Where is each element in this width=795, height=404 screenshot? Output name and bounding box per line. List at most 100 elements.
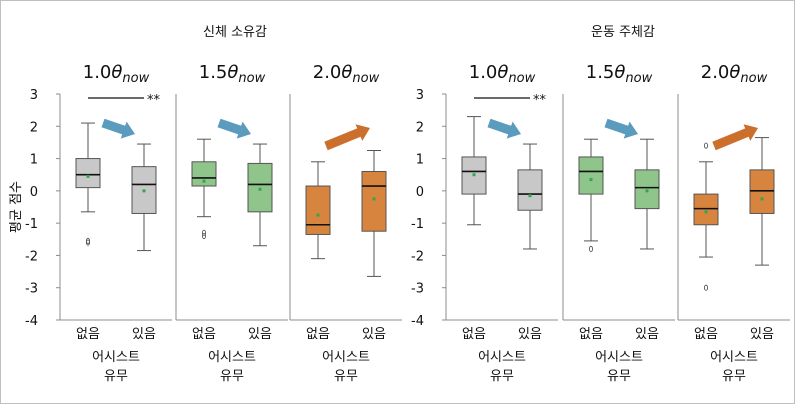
x-axis-label-line1: 어시스트 [478,350,526,365]
iqr-box [461,156,487,195]
x-tick-label: 있음 [635,327,659,342]
y-tick-label: -4 [411,314,424,329]
y-tick-label: 1 [30,153,38,168]
panel-label-value: 1.0 [83,62,112,83]
panel-label-value: 1.0 [469,62,498,83]
panel-label-subscript: now [238,71,265,86]
panel-label: 1.0θnow [83,62,150,86]
x-axis-label-line2: 유무 [220,369,244,384]
panel-label-theta: θ [497,62,508,83]
y-tick-label: -3 [411,282,424,297]
trend-arrow [604,118,638,139]
iqr-box [75,158,101,189]
iqr-box [517,169,543,211]
trend-arrow [712,124,758,151]
significance-label: ** [533,93,547,108]
y-axis-label: 평균 점수 [9,181,24,233]
panel-label-value: 2.0 [313,62,342,83]
arrow-shape [324,124,370,151]
mean-marker [372,197,376,201]
significance-label: ** [147,93,161,108]
y-tick-label: 1 [416,153,424,168]
outlier-point [703,284,709,291]
arrow-shape [604,118,638,139]
box-없음 [305,161,331,260]
outlier-point [703,142,709,149]
box-있음 [247,143,273,247]
box-없음 [191,138,217,240]
x-axis-label-line2: 유무 [722,369,746,384]
outlier-point [588,245,594,253]
x-tick-label: 없음 [192,327,216,342]
x-axis-label-line1: 어시스트 [322,350,370,365]
panel-label-subscript: now [740,71,767,86]
x-tick-label: 있음 [248,327,272,342]
trend-arrow [324,124,370,151]
y-tick-label: -2 [411,249,424,264]
y-tick-label: 2 [416,120,424,135]
y-tick-label: 3 [30,88,38,103]
x-tick-label: 없음 [306,327,330,342]
y-tick-label: 3 [416,88,424,103]
mean-marker [528,194,532,198]
mean-marker [202,179,206,183]
y-tick-label: 0 [416,185,424,200]
mean-marker [86,174,90,178]
panel-label-subscript: now [625,71,652,86]
panel-label-theta: θ [227,62,238,83]
x-tick-label: 없음 [76,327,100,342]
x-axis-label-line1: 어시스트 [208,350,256,365]
arrow-shape [487,118,521,139]
y-tick-label: -2 [25,249,38,264]
panel-label-value: 1.5 [586,62,615,83]
panel-label: 2.0θnow [313,62,380,86]
y-tick-label: -4 [25,314,38,329]
trend-arrow [487,118,521,139]
outlier-point [201,229,207,236]
mean-marker [142,189,146,193]
panel-label: 1.5θnow [586,62,653,86]
panel-label-value: 1.5 [199,62,228,83]
panel-label-theta: θ [341,62,352,83]
x-tick-label: 있음 [750,327,774,342]
mean-marker [704,210,708,214]
panel-label: 1.5θnow [199,62,266,86]
box-있음 [517,143,543,250]
trend-arrow [101,118,135,139]
panel-label-subscript: now [508,71,535,86]
mean-marker [472,173,476,177]
x-axis-label-line2: 유무 [607,369,631,384]
box-있음 [749,137,775,266]
box-있음 [131,143,157,252]
arrow-shape [217,118,251,139]
arrow-shape [712,124,758,151]
box-있음 [634,138,660,250]
iqr-box [693,193,719,226]
panel-label-theta: θ [111,62,122,83]
mean-marker [258,187,262,191]
y-tick-label: 0 [30,185,38,200]
arrow-shape [101,118,135,139]
panel-label: 1.0θnow [469,62,536,86]
x-axis-label-line1: 어시스트 [92,350,140,365]
x-axis-label-line2: 유무 [490,369,514,384]
x-axis-label-line2: 유무 [104,369,128,384]
panel-label-subscript: now [122,71,149,86]
panel-label-theta: θ [614,62,625,83]
panel-label-theta: θ [729,62,740,83]
panel-label: 2.0θnow [701,62,768,86]
x-axis-label-line1: 어시스트 [710,350,758,365]
y-tick-label: -1 [411,217,424,232]
x-axis-label-line2: 유무 [334,369,358,384]
y-tick-label: -1 [25,217,38,232]
box-있음 [361,150,387,277]
iqr-box [578,156,604,195]
x-axis-label-line1: 어시스트 [595,350,643,365]
